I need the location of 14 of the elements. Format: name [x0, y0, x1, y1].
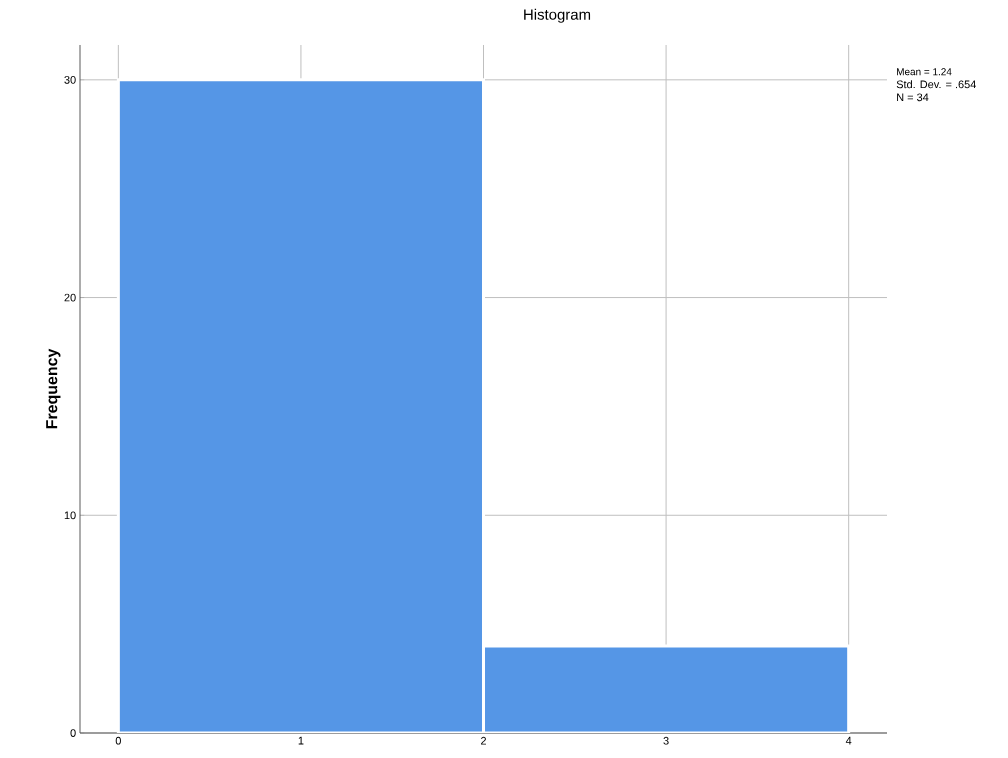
x-tick-label: 0 — [115, 736, 121, 745]
text: Mean = 1.24 — [897, 68, 952, 76]
y-axis-title: Frequency — [46, 348, 61, 429]
text: N = 34 — [897, 93, 929, 102]
x-tick-label: 4 — [845, 736, 852, 745]
x-tick-label: 1 — [298, 736, 304, 745]
y-tick-label: 30 — [64, 75, 76, 84]
x-tick-label: 3 — [663, 736, 669, 745]
y-tick-label: 0 — [70, 729, 76, 737]
chart-title: Histogram — [524, 8, 591, 23]
x-tick-label: 2 — [481, 736, 487, 745]
text: Std. Dev. = .654 — [896, 80, 976, 89]
y-tick-label: 20 — [64, 293, 76, 302]
y-tick-label: 10 — [64, 511, 76, 520]
